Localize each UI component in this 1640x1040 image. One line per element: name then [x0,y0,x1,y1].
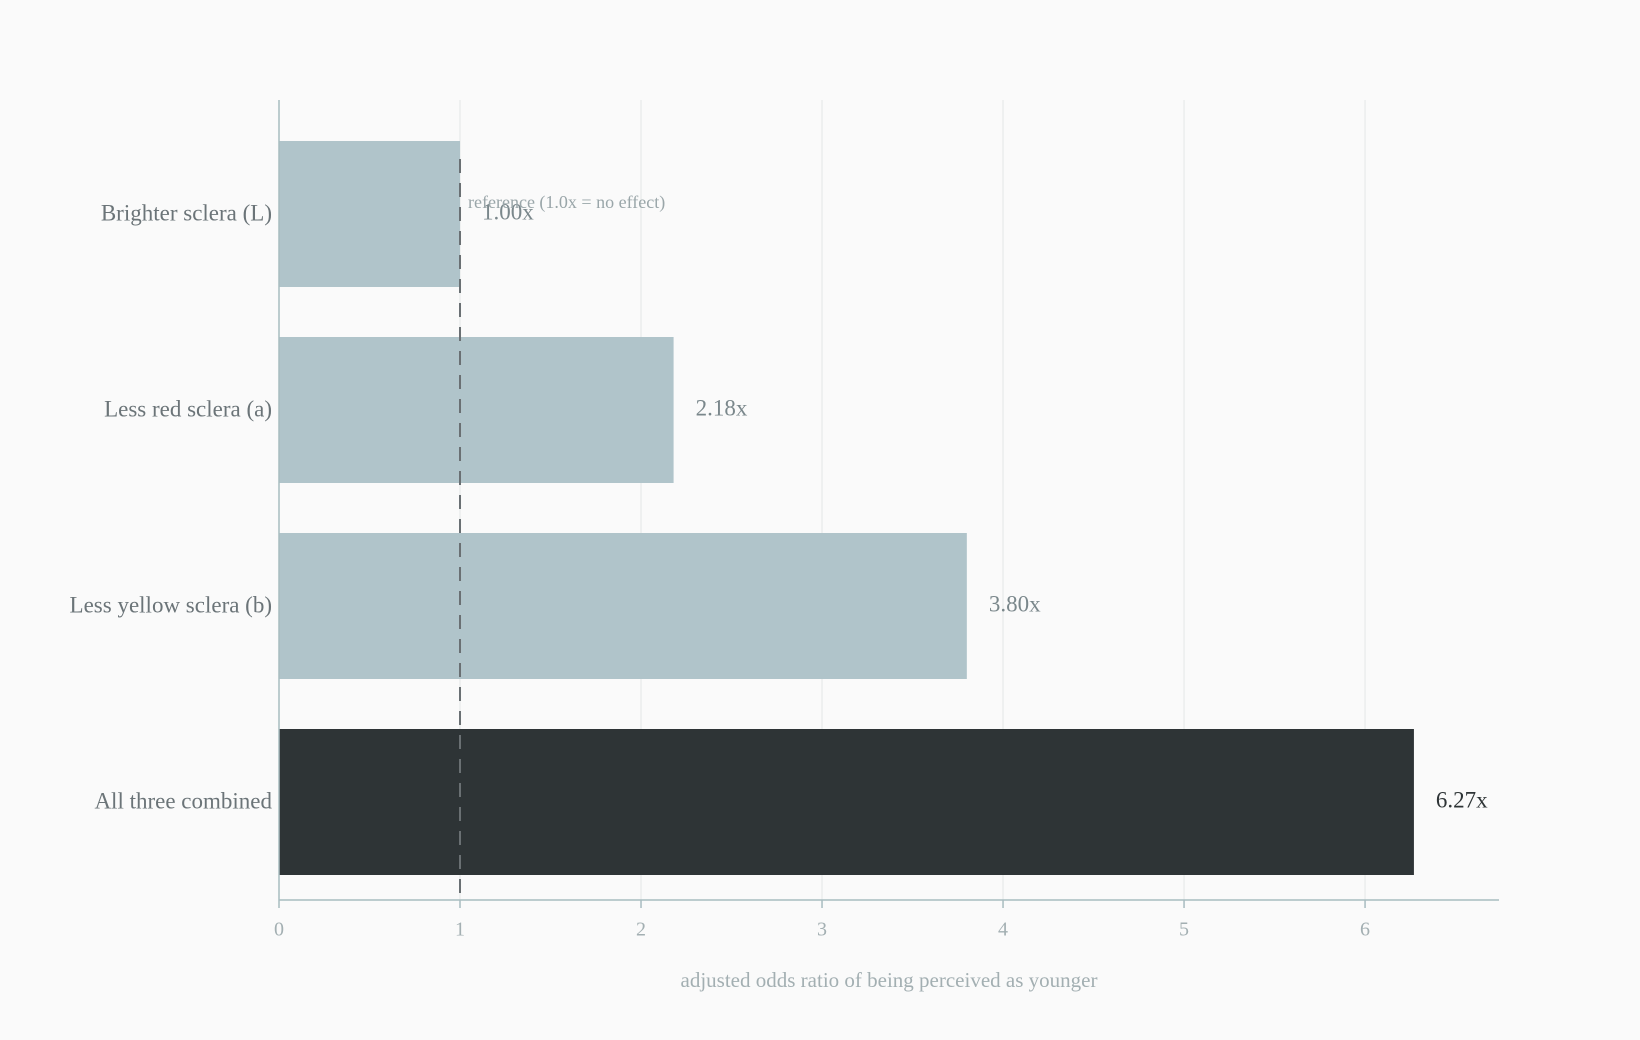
y-tick-label: Brighter sclera (L) [101,200,272,225]
x-tick-label: 6 [1360,919,1370,941]
x-tick-label: 1 [455,919,465,941]
y-tick-label: Less yellow sclera (b) [70,592,272,617]
y-tick-label: All three combined [94,788,272,813]
x-tick-label: 5 [1179,919,1189,941]
value-label: 6.27x [1436,787,1488,812]
x-tick-label: 2 [636,919,646,941]
x-tick-label: 4 [998,919,1008,941]
value-label: 3.80x [989,591,1041,616]
y-tick-label: Less red sclera (a) [104,396,272,421]
x-tick-label: 3 [817,919,827,941]
value-label: 2.18x [696,395,748,420]
bar [279,141,461,287]
bar [279,337,674,483]
value-label: 1.00x [482,199,534,224]
bar [279,533,967,679]
reference-label: reference (1.0x = no effect) [468,192,665,213]
x-tick-label: 0 [274,919,284,941]
x-axis-label: adjusted odds ratio of being perceived a… [681,968,1098,992]
bar [279,729,1414,875]
